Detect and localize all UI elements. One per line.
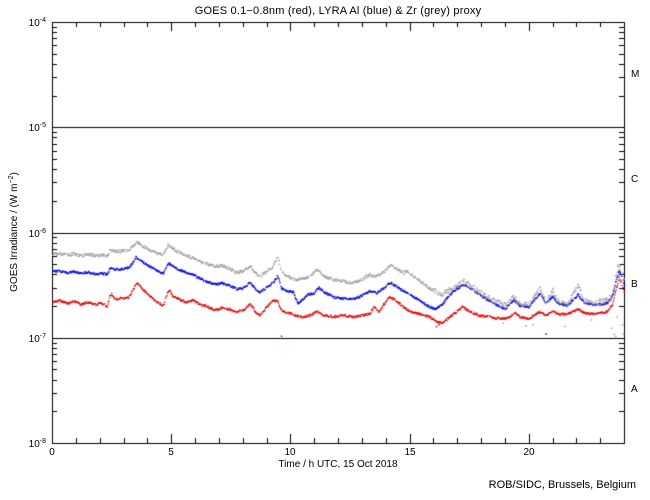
flare-class-label: M [631, 69, 640, 80]
y-axis-label-close: ) [9, 172, 20, 176]
y-tick-label: 10-7 [28, 333, 46, 345]
x-tick-label: 0 [49, 447, 55, 458]
flare-class-label: A [631, 384, 638, 395]
y-tick-label: 10-5 [28, 122, 46, 134]
chart-title: GOES 0.1−0.8nm (red), LYRA Al (blue) & Z… [194, 5, 482, 17]
y-tick-label: 10-8 [28, 438, 46, 450]
flare-class-label: B [631, 279, 638, 290]
credit-text: ROB/SIDC, Brussels, Belgium [488, 479, 636, 491]
x-tick-label: 10 [284, 447, 296, 458]
x-tick-label: 20 [523, 447, 535, 458]
x-axis-label: Time / h UTC, 15 Oct 2018 [278, 459, 398, 470]
y-tick-label: 10-6 [28, 228, 46, 240]
x-tick-label: 15 [404, 447, 416, 458]
flare-class-label: C [631, 174, 639, 185]
y-axis-label-exponent: −2 [8, 175, 15, 184]
x-tick-label: 5 [168, 447, 174, 458]
y-tick-label: 10-4 [28, 17, 46, 29]
